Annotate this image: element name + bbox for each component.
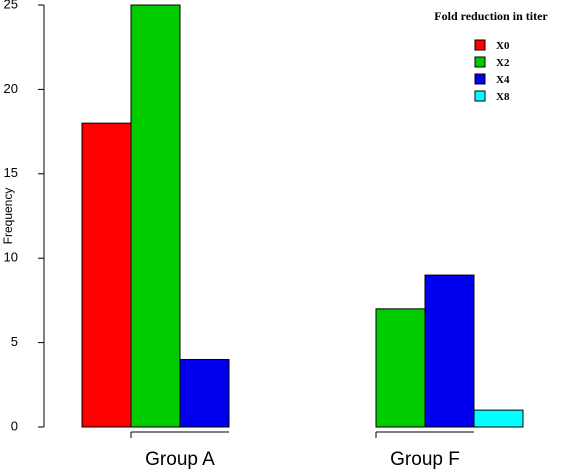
legend-swatch-x8: [474, 90, 486, 102]
y-tick-label: 5: [11, 334, 18, 349]
bars: [81, 4, 524, 428]
legend-swatch-x4: [474, 73, 486, 85]
legend-title: Fold reduction in titer: [434, 9, 548, 23]
bar-x8-group-f: [473, 409, 524, 428]
y-tick-label: 25: [4, 0, 18, 11]
x-axis: Group A Group F: [130, 431, 474, 469]
bar-x2-group-f: [375, 308, 426, 428]
bar-x2-group-a: [130, 4, 181, 428]
y-tick-label: 10: [4, 250, 18, 265]
y-tick-label: 15: [4, 165, 18, 180]
legend-swatch-x2: [474, 56, 486, 68]
y-tick-label: 20: [4, 81, 18, 96]
legend-label-x4: X4: [496, 74, 510, 86]
y-axis-title: Frequency: [1, 188, 15, 245]
x-category-label: Group A: [145, 449, 215, 469]
bar-x0-group-a: [81, 122, 132, 428]
bar-x4-group-f: [424, 274, 475, 428]
legend-swatch-x0: [474, 39, 486, 51]
legend-label-x2: X2: [496, 57, 510, 69]
y-tick-label: 0: [11, 418, 18, 433]
legend-label-x0: X0: [496, 40, 510, 52]
legend-label-x8: X8: [496, 91, 510, 103]
y-axis: 0 5 10 15 20 25: [4, 0, 45, 433]
bar-x4-group-a: [179, 358, 230, 428]
x-category-label: Group F: [390, 449, 460, 469]
legend: Fold reduction in titer X0 X2 X4 X8: [434, 9, 548, 103]
